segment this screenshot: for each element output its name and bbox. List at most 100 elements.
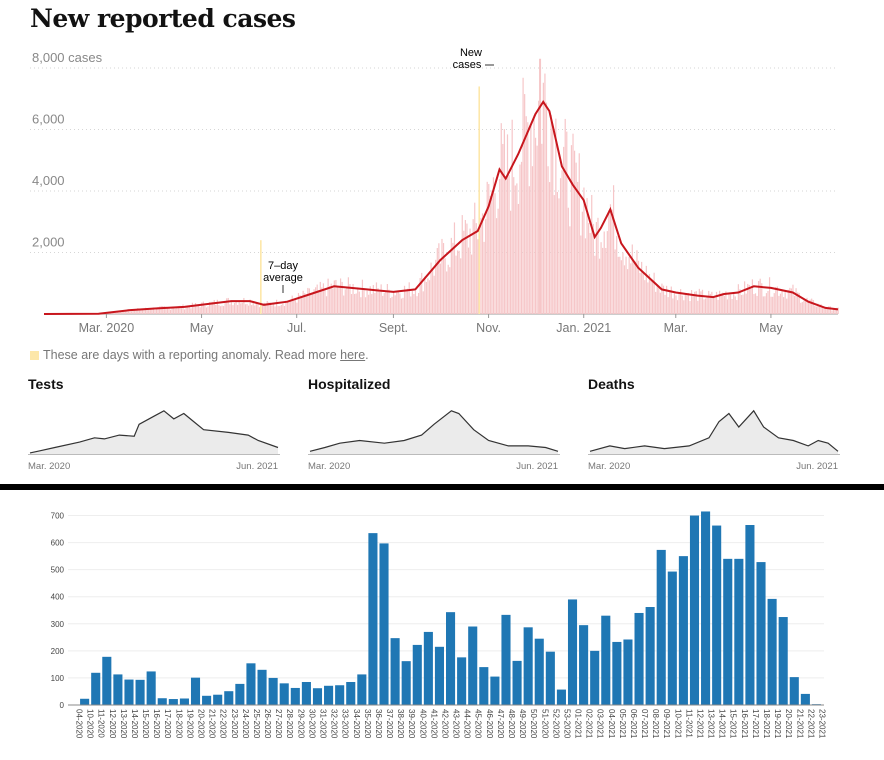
daily-case-bar — [605, 247, 607, 314]
daily-case-bar — [447, 264, 449, 314]
x-tick-label: 12-2021 — [696, 709, 705, 739]
daily-case-bar — [606, 231, 608, 314]
daily-case-bar — [650, 280, 652, 314]
daily-case-bar — [812, 299, 814, 314]
daily-case-bar — [684, 293, 686, 314]
daily-case-bars — [45, 73, 839, 315]
daily-case-bar — [171, 308, 173, 314]
daily-case-bar — [591, 194, 593, 314]
daily-case-bar — [180, 308, 183, 314]
weekly-bar — [346, 681, 356, 705]
daily-case-bar — [773, 293, 775, 314]
x-tick-label: 15-2021 — [729, 709, 738, 739]
daily-case-bar — [538, 100, 540, 314]
annotation-avg-l2: average — [263, 272, 303, 284]
daily-case-bar — [662, 285, 665, 314]
daily-case-bar — [492, 177, 495, 314]
daily-case-bar — [803, 300, 805, 314]
daily-case-bar — [726, 299, 729, 314]
daily-case-bar — [191, 302, 193, 314]
daily-case-bar — [784, 290, 786, 314]
daily-case-bar — [705, 298, 707, 314]
daily-case-bar — [336, 285, 339, 314]
daily-case-bar — [775, 286, 777, 314]
daily-case-bar — [155, 309, 158, 314]
weekly-bar — [301, 681, 311, 705]
daily-case-bar — [444, 258, 446, 314]
y-tick-label: 0 — [60, 701, 65, 710]
daily-case-bar — [201, 302, 203, 314]
daily-case-bar — [146, 309, 148, 314]
x-tick-label: 29-2020 — [296, 709, 305, 739]
daily-case-bar — [499, 179, 501, 314]
daily-case-bar — [648, 273, 651, 314]
weekly-bar — [656, 549, 666, 705]
daily-case-bar — [567, 207, 569, 314]
hospitalized-sparkline: Mar. 2020 Jun. 2021 — [308, 410, 560, 472]
weekly-bar — [113, 674, 123, 705]
daily-case-bar — [116, 311, 119, 314]
annotation-new-cases-l2: cases — [453, 59, 482, 71]
daily-case-bar — [809, 299, 811, 314]
daily-case-bar — [307, 287, 309, 314]
daily-case-bar — [261, 304, 264, 314]
weekly-bar — [224, 691, 234, 705]
weekly-bar — [689, 515, 700, 705]
daily-case-bar — [589, 232, 591, 314]
daily-case-bar — [215, 304, 217, 314]
weekly-bar — [290, 687, 300, 705]
x-tick-label: 17-2021 — [751, 709, 760, 739]
daily-case-bar — [222, 306, 225, 314]
daily-case-bar — [678, 293, 680, 314]
daily-case-bar — [555, 118, 557, 314]
daily-case-bar — [157, 307, 159, 314]
daily-case-bar — [194, 302, 197, 314]
daily-case-bar — [695, 291, 697, 314]
daily-case-bar — [754, 293, 757, 314]
x-tick-label: 25-2020 — [252, 709, 261, 739]
daily-case-bar — [165, 306, 167, 314]
daily-case-bar — [141, 309, 144, 314]
daily-case-bar — [357, 287, 359, 314]
daily-case-bar — [330, 283, 332, 314]
daily-case-bar — [583, 187, 585, 314]
daily-case-bar — [268, 302, 270, 314]
x-tick-label: 47-2020 — [496, 709, 505, 739]
daily-case-bar — [176, 307, 178, 314]
daily-case-bar — [163, 306, 165, 314]
daily-case-bar — [364, 297, 367, 314]
daily-case-bar — [210, 301, 212, 314]
daily-case-bar — [625, 256, 627, 314]
daily-case-bar — [453, 222, 456, 314]
daily-case-bar — [658, 287, 660, 314]
y-tick-label: 300 — [51, 620, 65, 629]
tests-title: Tests — [28, 376, 64, 392]
weekly-bar — [246, 663, 256, 705]
x-tick-label: 40-2020 — [418, 709, 427, 739]
daily-case-bar — [790, 288, 793, 314]
daily-case-bar — [127, 310, 130, 314]
annotation-avg-l1: 7–day — [268, 260, 298, 272]
tests-panel: Tests Mar. 2020 Jun. 2021 — [28, 376, 280, 476]
weekly-bar — [523, 627, 533, 705]
daily-case-bar — [439, 263, 442, 314]
daily-case-bar — [288, 302, 290, 314]
tests-sparkline: Mar. 2020 Jun. 2021 — [28, 410, 280, 472]
sparkline-line — [29, 410, 279, 454]
daily-case-bar — [550, 114, 552, 314]
daily-case-bar — [311, 293, 314, 314]
daily-case-bar — [149, 309, 151, 314]
sparkline-area — [590, 410, 838, 454]
daily-case-bar — [179, 305, 181, 314]
daily-case-bar — [586, 198, 588, 314]
daily-case-bar — [290, 299, 292, 314]
daily-case-bar — [807, 300, 810, 314]
weekly-bar — [324, 685, 334, 705]
x-tick-label: 05-2021 — [618, 709, 627, 739]
daily-case-bar — [828, 306, 830, 314]
sparkline-start-label: Mar. 2020 — [308, 461, 350, 472]
read-more-link[interactable]: here — [340, 348, 366, 362]
daily-case-bar — [689, 301, 691, 314]
daily-case-bar — [321, 287, 323, 314]
weekly-bar — [135, 679, 145, 705]
